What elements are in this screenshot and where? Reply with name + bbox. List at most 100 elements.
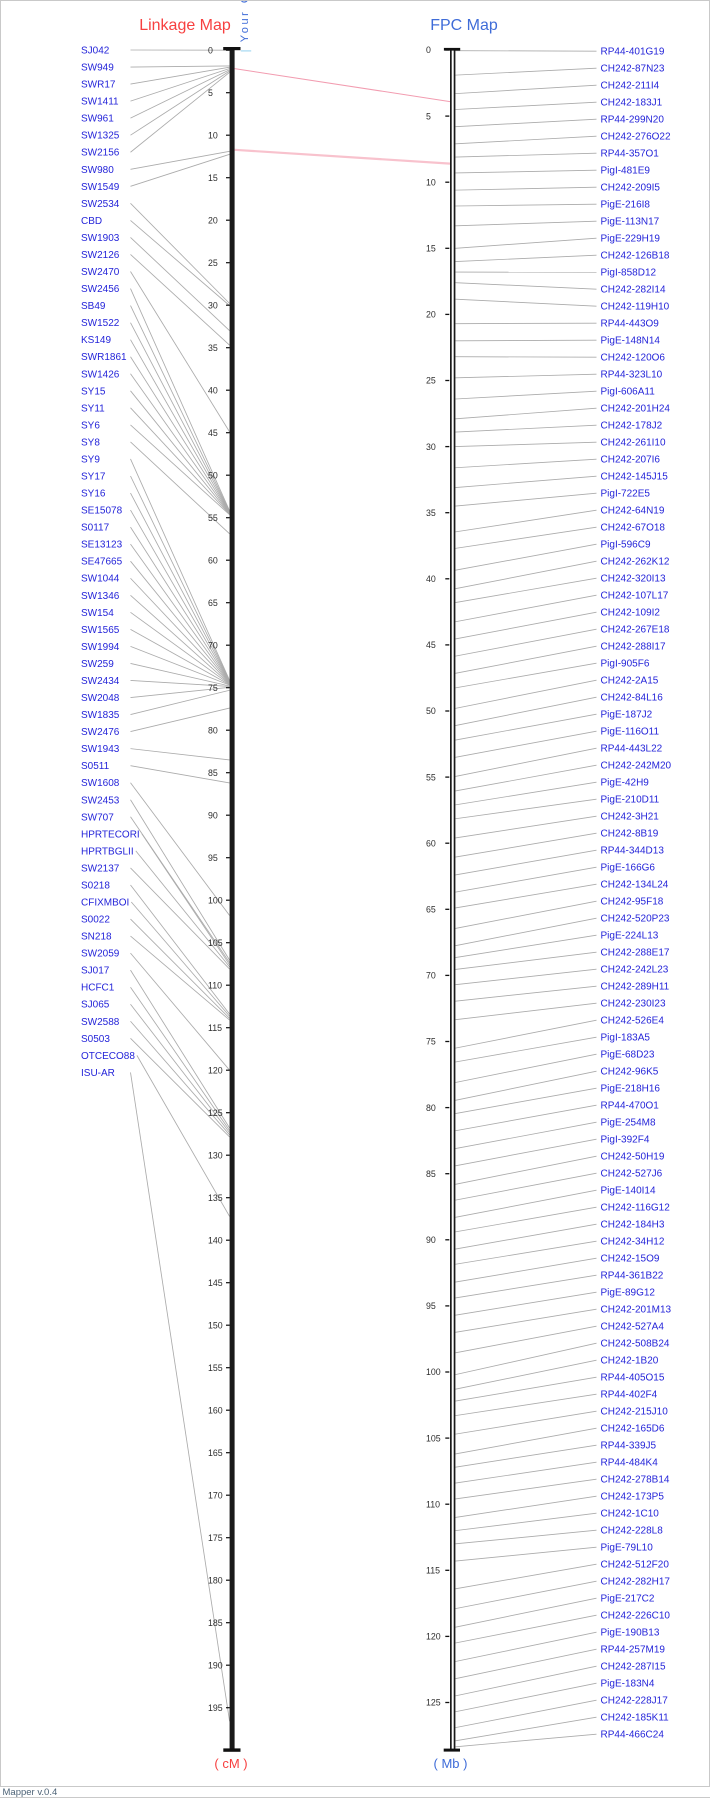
svg-text:CH242-34H12: CH242-34H12 [601,1237,665,1248]
svg-text:PigE-42H9: PigE-42H9 [601,778,650,789]
svg-text:65: 65 [208,598,218,608]
svg-text:PigI-722E5: PigI-722E5 [601,489,651,500]
svg-text:HPRTECORI: HPRTECORI [81,829,140,840]
svg-text:SW961: SW961 [81,114,114,125]
svg-text:CH242-288E17: CH242-288E17 [601,948,670,959]
svg-text:SW1835: SW1835 [81,710,120,721]
svg-text:CH242-211I4: CH242-211I4 [601,81,660,92]
svg-text:CH242-262K12: CH242-262K12 [601,557,670,568]
svg-text:180: 180 [208,1575,223,1585]
svg-text:95: 95 [426,1301,436,1311]
svg-text:RP44-405O15: RP44-405O15 [601,1373,665,1384]
svg-text:SW2453: SW2453 [81,795,120,806]
svg-text:PigE-113N17: PigE-113N17 [601,217,660,228]
svg-text:10: 10 [208,130,218,140]
svg-text:CH242-288I17: CH242-288I17 [601,642,666,653]
svg-text:SY6: SY6 [81,420,100,431]
svg-text:CH242-520P23: CH242-520P23 [601,914,670,925]
svg-text:Linkage Map: Linkage Map [139,17,231,34]
svg-text:SW2534: SW2534 [81,199,120,210]
svg-text:CH242-67O18: CH242-67O18 [601,523,666,534]
svg-text:SWR17: SWR17 [81,80,116,91]
svg-text:SY17: SY17 [81,472,106,483]
svg-text:20: 20 [426,310,436,320]
svg-text:CH242-2A15: CH242-2A15 [601,676,659,687]
svg-text:RP44-257M19: RP44-257M19 [601,1645,666,1656]
svg-text:Mapper v.0.4: Mapper v.0.4 [3,1787,58,1798]
svg-text:SW1565: SW1565 [81,625,120,636]
svg-text:CH242-276O22: CH242-276O22 [601,132,671,143]
svg-text:CH242-183J1: CH242-183J1 [601,98,663,109]
svg-text:PigE-116O11: PigE-116O11 [601,727,660,738]
svg-text:CH242-287I15: CH242-287I15 [601,1662,666,1673]
svg-text:SW2470: SW2470 [81,267,120,278]
svg-text:( Mb ): ( Mb ) [434,1756,468,1771]
svg-text:PigE-216I8: PigE-216I8 [601,200,651,211]
svg-text:160: 160 [208,1405,223,1415]
svg-text:RP44-402F4: RP44-402F4 [601,1390,658,1401]
svg-text:CH242-201M13: CH242-201M13 [601,1305,672,1316]
svg-text:30: 30 [426,442,436,452]
svg-text:KS149: KS149 [81,335,111,346]
svg-text:115: 115 [208,1023,222,1033]
svg-text:5: 5 [208,88,213,98]
svg-text:CH242-173P5: CH242-173P5 [601,1492,665,1503]
svg-text:100: 100 [426,1367,441,1377]
svg-text:145: 145 [208,1278,223,1288]
svg-text:CH242-320I13: CH242-320I13 [601,574,666,585]
svg-text:45: 45 [426,640,436,650]
svg-text:150: 150 [208,1320,223,1330]
svg-text:CFIXMBOI: CFIXMBOI [81,898,129,909]
svg-text:PigE-79L10: PigE-79L10 [601,1543,654,1554]
svg-text:CH242-185K11: CH242-185K11 [601,1713,670,1724]
svg-text:CH242-64N19: CH242-64N19 [601,506,665,517]
svg-text:75: 75 [208,683,218,693]
svg-text:CH242-1B20: CH242-1B20 [601,1356,659,1367]
svg-text:120: 120 [208,1065,223,1075]
svg-text:CH242-526E4: CH242-526E4 [601,1016,665,1027]
svg-text:60: 60 [426,838,436,848]
svg-text:CH242-109I2: CH242-109I2 [601,608,661,619]
svg-text:( cM ): ( cM ) [214,1756,247,1771]
svg-text:125: 125 [426,1698,441,1708]
svg-text:SW1943: SW1943 [81,744,120,755]
svg-text:S0117: S0117 [81,523,110,534]
svg-text:SY8: SY8 [81,437,100,448]
svg-text:SJ065: SJ065 [81,1000,110,1011]
svg-text:CH242-230I23: CH242-230I23 [601,999,666,1010]
svg-text:PigE-148N14: PigE-148N14 [601,336,661,347]
svg-text:15: 15 [208,173,218,183]
svg-text:120: 120 [426,1632,441,1642]
svg-text:SW949: SW949 [81,63,114,74]
svg-text:SW2434: SW2434 [81,676,120,687]
svg-text:SY9: SY9 [81,454,100,465]
svg-text:0: 0 [208,45,213,55]
svg-text:75: 75 [426,1037,436,1047]
svg-text:CH242-119H10: CH242-119H10 [601,302,670,313]
svg-text:PigE-229H19: PigE-229H19 [601,234,661,245]
svg-text:CH242-282H17: CH242-282H17 [601,1577,671,1588]
svg-text:SW2126: SW2126 [81,250,120,261]
svg-text:PigI-596C9: PigI-596C9 [601,540,651,551]
svg-text:SW707: SW707 [81,812,114,823]
svg-text:90: 90 [208,810,218,820]
svg-text:CH242-1C10: CH242-1C10 [601,1509,660,1520]
svg-text:SY16: SY16 [81,489,106,500]
svg-text:55: 55 [208,513,218,523]
svg-text:S0503: S0503 [81,1034,110,1045]
svg-text:CH242-228J17: CH242-228J17 [601,1696,669,1707]
svg-text:25: 25 [208,258,218,268]
svg-text:CH242-50H19: CH242-50H19 [601,1152,665,1163]
svg-text:0: 0 [426,45,431,55]
svg-text:SW1522: SW1522 [81,318,120,329]
svg-text:CH242-184H3: CH242-184H3 [601,1220,665,1231]
svg-text:SW1411: SW1411 [81,97,119,108]
svg-text:50: 50 [426,706,436,716]
svg-text:SW2048: SW2048 [81,693,120,704]
svg-text:PigE-217C2: PigE-217C2 [601,1594,655,1605]
svg-text:125: 125 [208,1108,223,1118]
svg-text:SW1325: SW1325 [81,131,120,142]
svg-text:SWR1861: SWR1861 [81,352,127,363]
svg-text:PigE-166G6: PigE-166G6 [601,863,656,874]
svg-text:RP44-323L10: RP44-323L10 [601,370,663,381]
